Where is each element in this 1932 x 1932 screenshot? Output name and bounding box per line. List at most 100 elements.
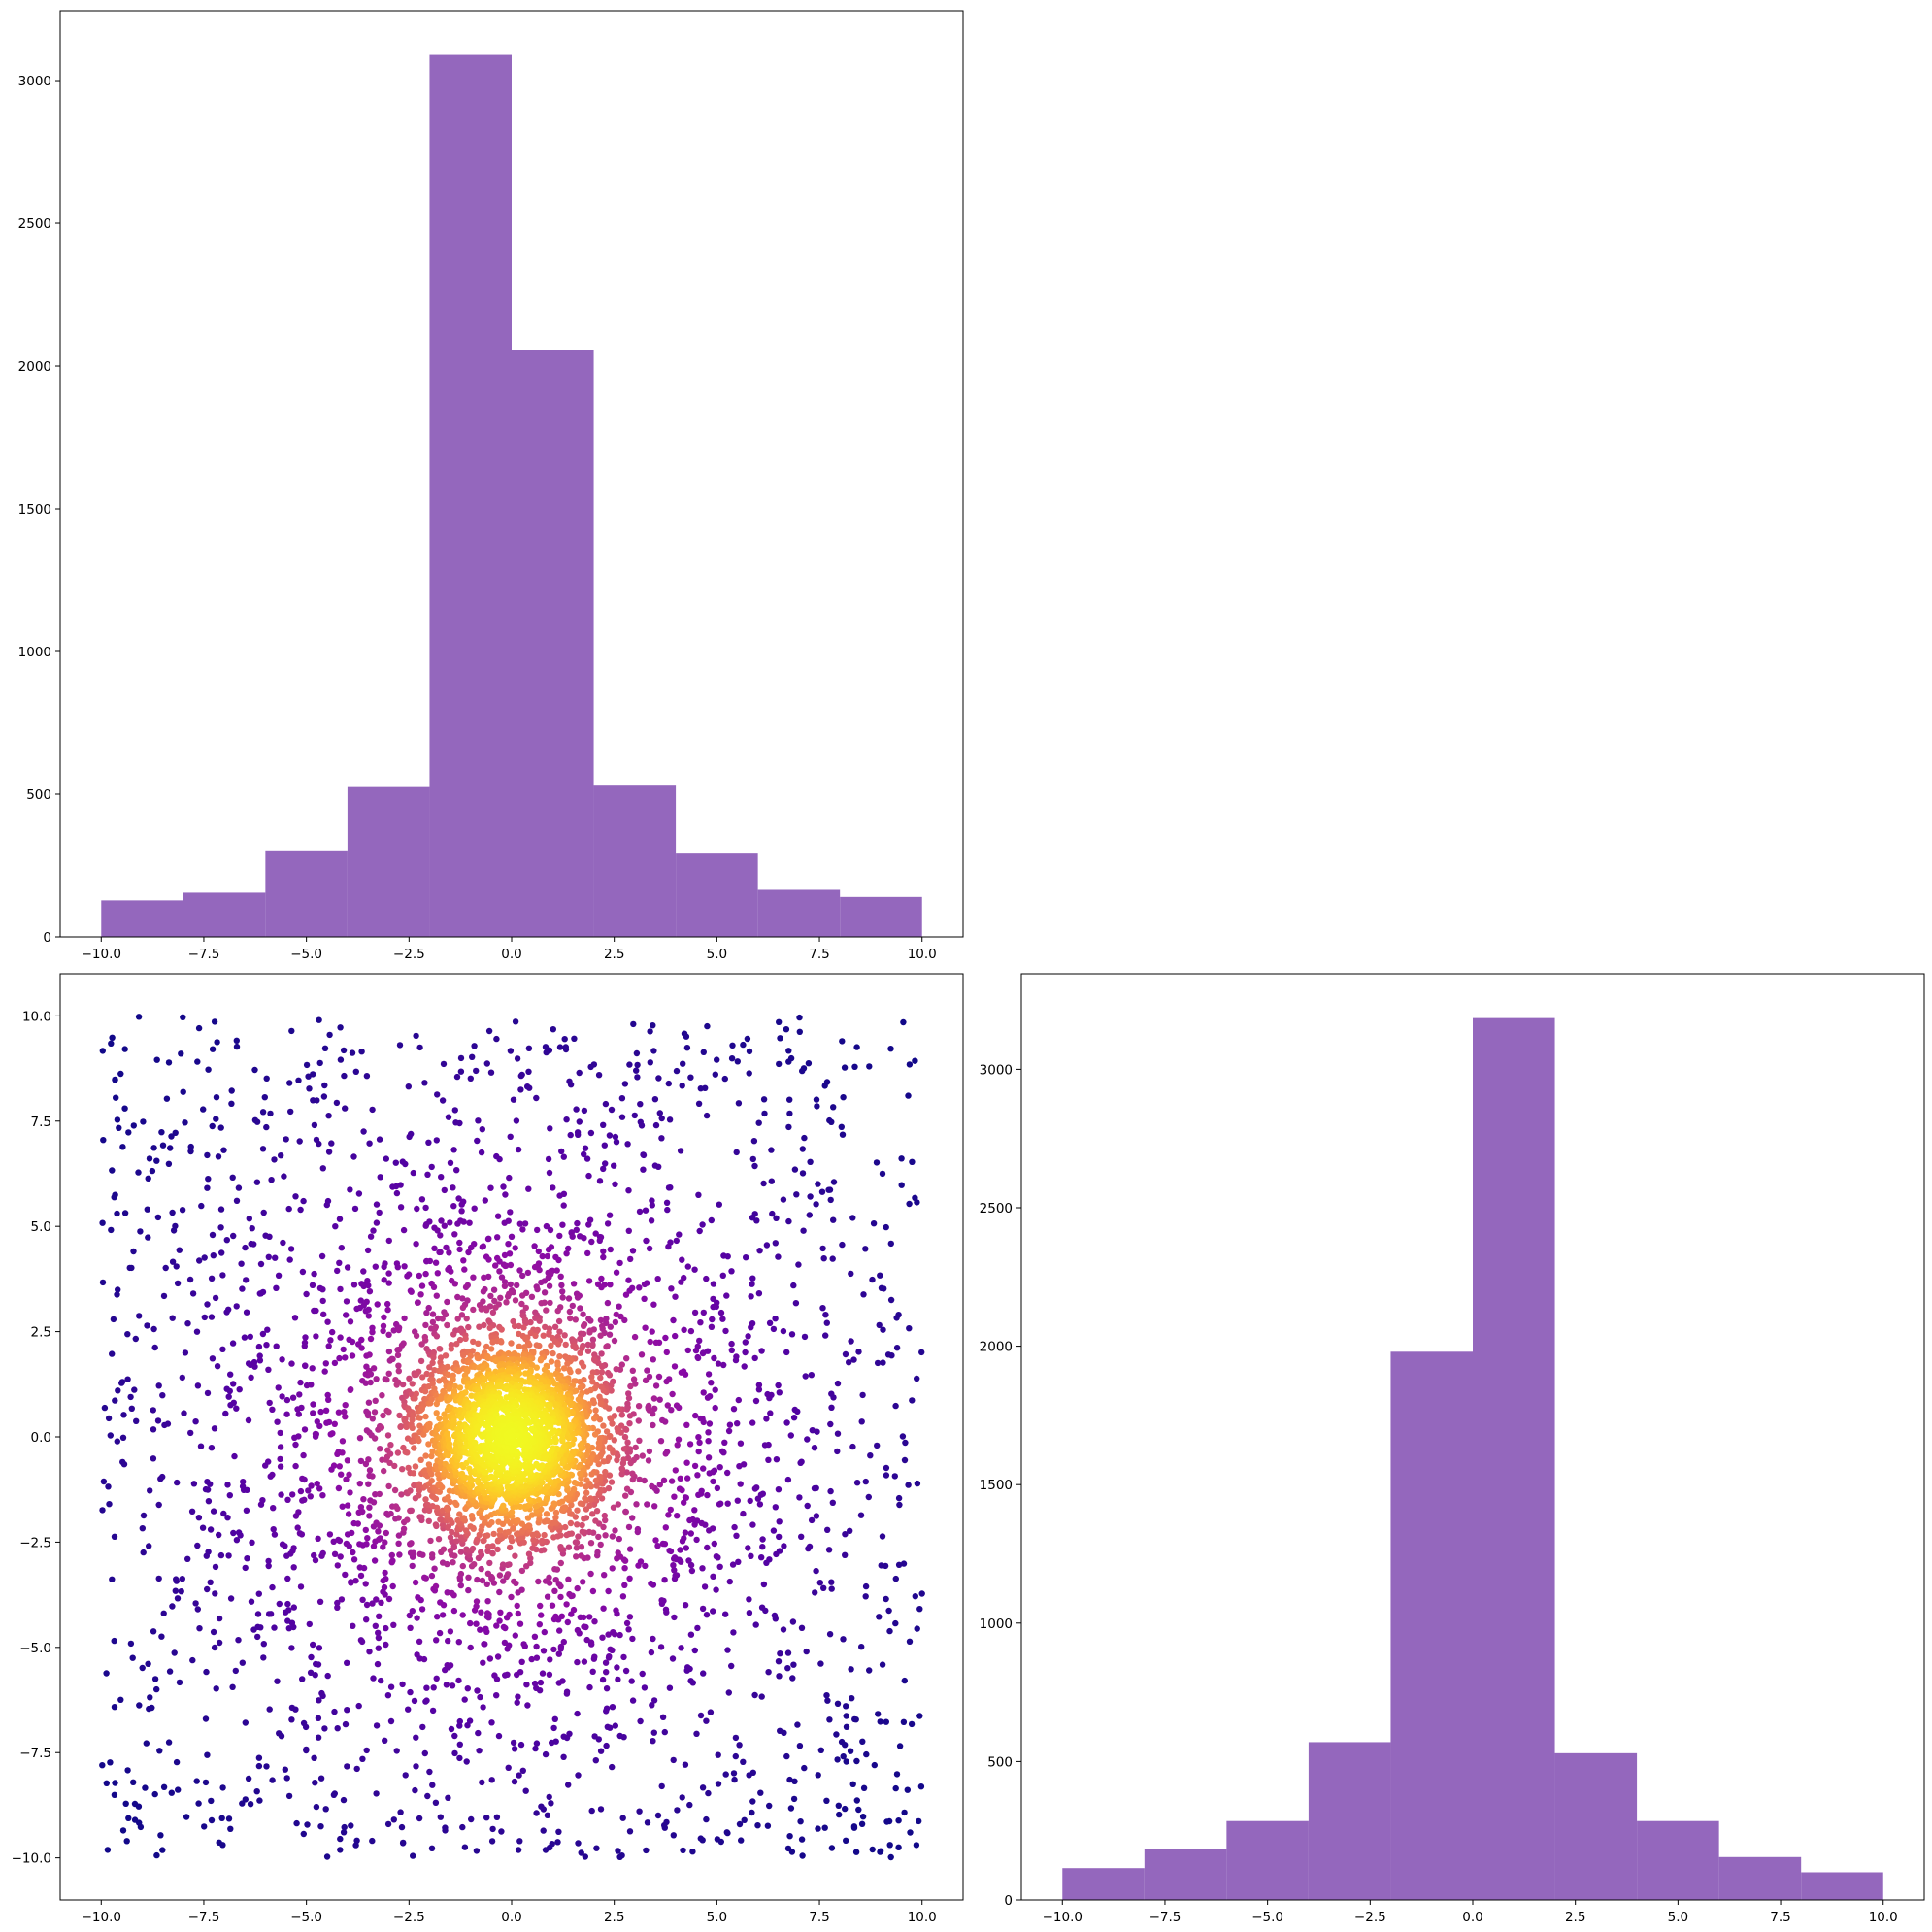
- bottom-left-point-1812: [331, 1359, 339, 1367]
- bottom-left-point-3526: [521, 1503, 529, 1510]
- bottom-left-point-279: [145, 1660, 151, 1668]
- bottom-left-point-3158: [495, 1518, 502, 1525]
- bottom-left-point-36: [117, 1070, 124, 1078]
- bottom-left-point-1652: [687, 1327, 695, 1335]
- bottom-left-point-766: [230, 1232, 237, 1240]
- bottom-left-point-748: [316, 1140, 322, 1148]
- bottom-left-point-1630: [437, 1232, 444, 1239]
- bottom-left-point-909: [451, 1749, 458, 1757]
- bottom-left-point-1050: [392, 1159, 399, 1166]
- bottom-left-point-2370: [478, 1565, 484, 1573]
- bottom-left-point-1938: [331, 1420, 338, 1428]
- bottom-left-point-2059: [514, 1602, 520, 1610]
- bottom-left-point-708: [517, 1072, 524, 1080]
- bottom-left-point-2992: [460, 1351, 467, 1359]
- bottom-left-point-195: [838, 1123, 845, 1131]
- bottom-left-point-1669: [451, 1231, 458, 1238]
- bottom-left-point-2238: [408, 1540, 415, 1547]
- bottom-left-point-2644: [494, 1546, 501, 1553]
- bottom-left-point-2835: [428, 1371, 435, 1379]
- bottom-left-point-1998: [621, 1565, 628, 1572]
- bottom-left-point-165: [136, 1702, 143, 1709]
- bottom-left-point-751: [565, 1782, 572, 1788]
- bottom-left-point-794: [439, 1097, 447, 1104]
- top-left-xtick-label-3: −2.5: [393, 947, 425, 962]
- bottom-left-point-829: [824, 1526, 831, 1534]
- bottom-left-point-213: [247, 1801, 254, 1808]
- bottom-left-point-95: [160, 1783, 168, 1791]
- bottom-left-point-1195: [664, 1206, 671, 1214]
- bottom-left-point-490: [341, 1072, 348, 1080]
- bottom-left-point-3184: [425, 1424, 433, 1431]
- bottom-left-point-980: [387, 1717, 395, 1725]
- bottom-left-point-826: [510, 1096, 517, 1103]
- bottom-left-point-1679: [436, 1629, 444, 1637]
- bottom-left-point-209: [213, 1094, 220, 1101]
- bottom-left-point-2273: [396, 1346, 403, 1353]
- bottom-left-point-1551: [555, 1650, 562, 1657]
- bottom-left-point-355: [111, 1533, 118, 1541]
- bottom-left-point-1335: [747, 1497, 753, 1505]
- bottom-left-point-1720: [366, 1288, 374, 1295]
- bottom-left-point-632: [595, 1072, 603, 1079]
- bottom-left-point-2862: [588, 1374, 595, 1381]
- bottom-left-point-1899: [662, 1334, 669, 1342]
- bottom-left-point-1227: [373, 1201, 381, 1208]
- bottom-left-point-731: [239, 1659, 246, 1666]
- bottom-left-point-1611: [413, 1241, 419, 1248]
- bottom-left-point-510: [287, 1108, 294, 1116]
- bottom-left-point-1646: [516, 1220, 523, 1227]
- bottom-left-point-2790: [611, 1437, 617, 1444]
- bottom-left-point-716: [850, 1356, 857, 1363]
- bottom-left-point-2531: [557, 1544, 564, 1550]
- bottom-left-point-1866: [465, 1249, 472, 1256]
- bottom-left-point-728: [369, 1106, 376, 1114]
- bottom-left-point-2120: [485, 1273, 492, 1281]
- bottom-left-point-1668: [365, 1282, 372, 1289]
- bottom-left-point-1007: [433, 1137, 440, 1144]
- bottom-left-point-1687: [704, 1491, 711, 1499]
- bottom-left-point-1999: [585, 1278, 593, 1284]
- bottom-left-point-930: [406, 1133, 413, 1141]
- bottom-left-point-975: [591, 1733, 598, 1740]
- bottom-left-point-139: [103, 1670, 110, 1677]
- bottom-left-point-656: [150, 1455, 157, 1462]
- bottom-left-point-1354: [290, 1545, 297, 1551]
- bottom-left-point-1305: [710, 1281, 717, 1287]
- bottom-left-point-2403: [567, 1315, 574, 1322]
- bottom-left-point-2784: [597, 1486, 604, 1494]
- bottom-left-point-554: [839, 1241, 846, 1249]
- bottom-left-point-326: [128, 1264, 135, 1272]
- bottom-left-point-2246: [535, 1578, 542, 1585]
- bottom-left-point-311: [918, 1349, 925, 1356]
- bottom-left-point-1209: [612, 1181, 618, 1188]
- bottom-left-point-1467: [607, 1646, 614, 1653]
- bottom-left-point-1004: [700, 1670, 707, 1677]
- bottom-left-point-1930: [607, 1282, 614, 1288]
- bottom-left-point-1095: [746, 1596, 752, 1603]
- bottom-left-point-1041: [233, 1537, 241, 1544]
- bottom-left-point-688: [487, 1069, 495, 1076]
- bottom-left-point-1570: [460, 1218, 467, 1225]
- top-left-ytick-label-6: 3000: [18, 74, 51, 89]
- bottom-left-point-2556: [525, 1550, 533, 1557]
- bottom-left-point-1101: [776, 1533, 783, 1541]
- bottom-left-point-968: [532, 1745, 539, 1752]
- bottom-left-point-0: [104, 1847, 112, 1853]
- bottom-left-point-228: [251, 1066, 258, 1074]
- bottom-left-point-399: [626, 1828, 634, 1835]
- bottom-left-point-2460: [625, 1390, 632, 1397]
- bottom-left-point-1623: [627, 1255, 634, 1263]
- bottom-left-point-942: [513, 1117, 520, 1124]
- bottom-left-point-3082: [422, 1413, 429, 1420]
- bottom-left-point-818: [260, 1209, 267, 1216]
- bottom-left-point-2234: [541, 1289, 549, 1296]
- bottom-left-point-1901: [678, 1369, 685, 1376]
- bottom-left-point-674: [179, 1576, 185, 1582]
- bottom-left-point-196: [740, 1041, 747, 1049]
- bottom-left-point-183: [159, 1142, 167, 1149]
- bottom-left-point-2317: [597, 1541, 604, 1549]
- bottom-left-point-1477: [711, 1540, 717, 1548]
- bottom-left-point-1596: [672, 1572, 679, 1580]
- bottom-left-point-473: [818, 1188, 826, 1195]
